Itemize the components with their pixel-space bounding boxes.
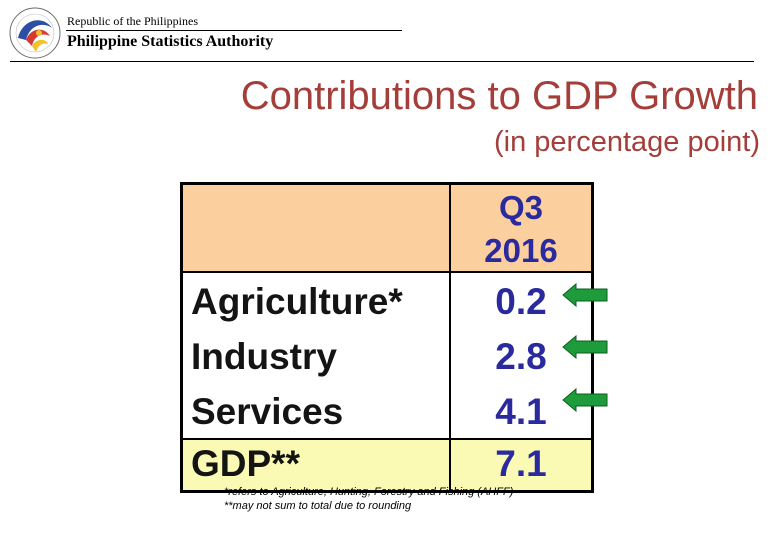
sector-labels-cell: Agriculture* Industry Services	[180, 271, 451, 440]
header-blank-cell	[180, 182, 451, 273]
agency-name: Philippine Statistics Authority	[67, 33, 274, 50]
period-header-cell: Q3 2016	[449, 182, 594, 273]
slide-title: Contributions to GDP Growth	[240, 74, 758, 118]
total-label: GDP**	[191, 443, 300, 484]
footnote-rounding: **may not sum to total due to rounding	[224, 500, 412, 512]
psa-seal-icon	[9, 7, 61, 59]
left-arrow-icon	[562, 335, 608, 359]
sector-label-industry: Industry	[191, 336, 337, 377]
slide-subtitle: (in percentage point)	[494, 126, 760, 158]
quarter-label: Q3	[498, 189, 544, 226]
sector-values-cell: 0.2 2.8 4.1	[449, 271, 594, 440]
left-arrow-icon	[562, 388, 608, 412]
sector-label-agriculture: Agriculture*	[191, 281, 403, 322]
total-value: 7.1	[495, 443, 547, 484]
table-total-row: GDP** 7.1	[180, 438, 594, 493]
footnote-agriculture: *refers to Agriculture, Hunting, Forestr…	[224, 486, 514, 498]
sector-label-services: Services	[191, 391, 344, 432]
left-arrow-icon	[562, 283, 608, 307]
header-underline	[66, 30, 402, 31]
table-sector-row: Agriculture* Industry Services 0.2 2.8 4…	[180, 271, 594, 440]
gdp-contributions-table: Q3 2016 Agriculture* Industry Services 0…	[180, 182, 594, 493]
header-divider	[10, 61, 754, 62]
republic-label: Republic of the Philippines	[67, 14, 198, 28]
sector-value-industry: 2.8	[495, 336, 547, 377]
total-label-cell: GDP**	[180, 438, 451, 493]
total-value-cell: 7.1	[449, 438, 594, 493]
sector-value-services: 4.1	[495, 391, 547, 432]
table-header-row: Q3 2016	[180, 182, 594, 273]
sector-value-agriculture: 0.2	[495, 281, 547, 322]
year-label: 2016	[484, 232, 558, 269]
